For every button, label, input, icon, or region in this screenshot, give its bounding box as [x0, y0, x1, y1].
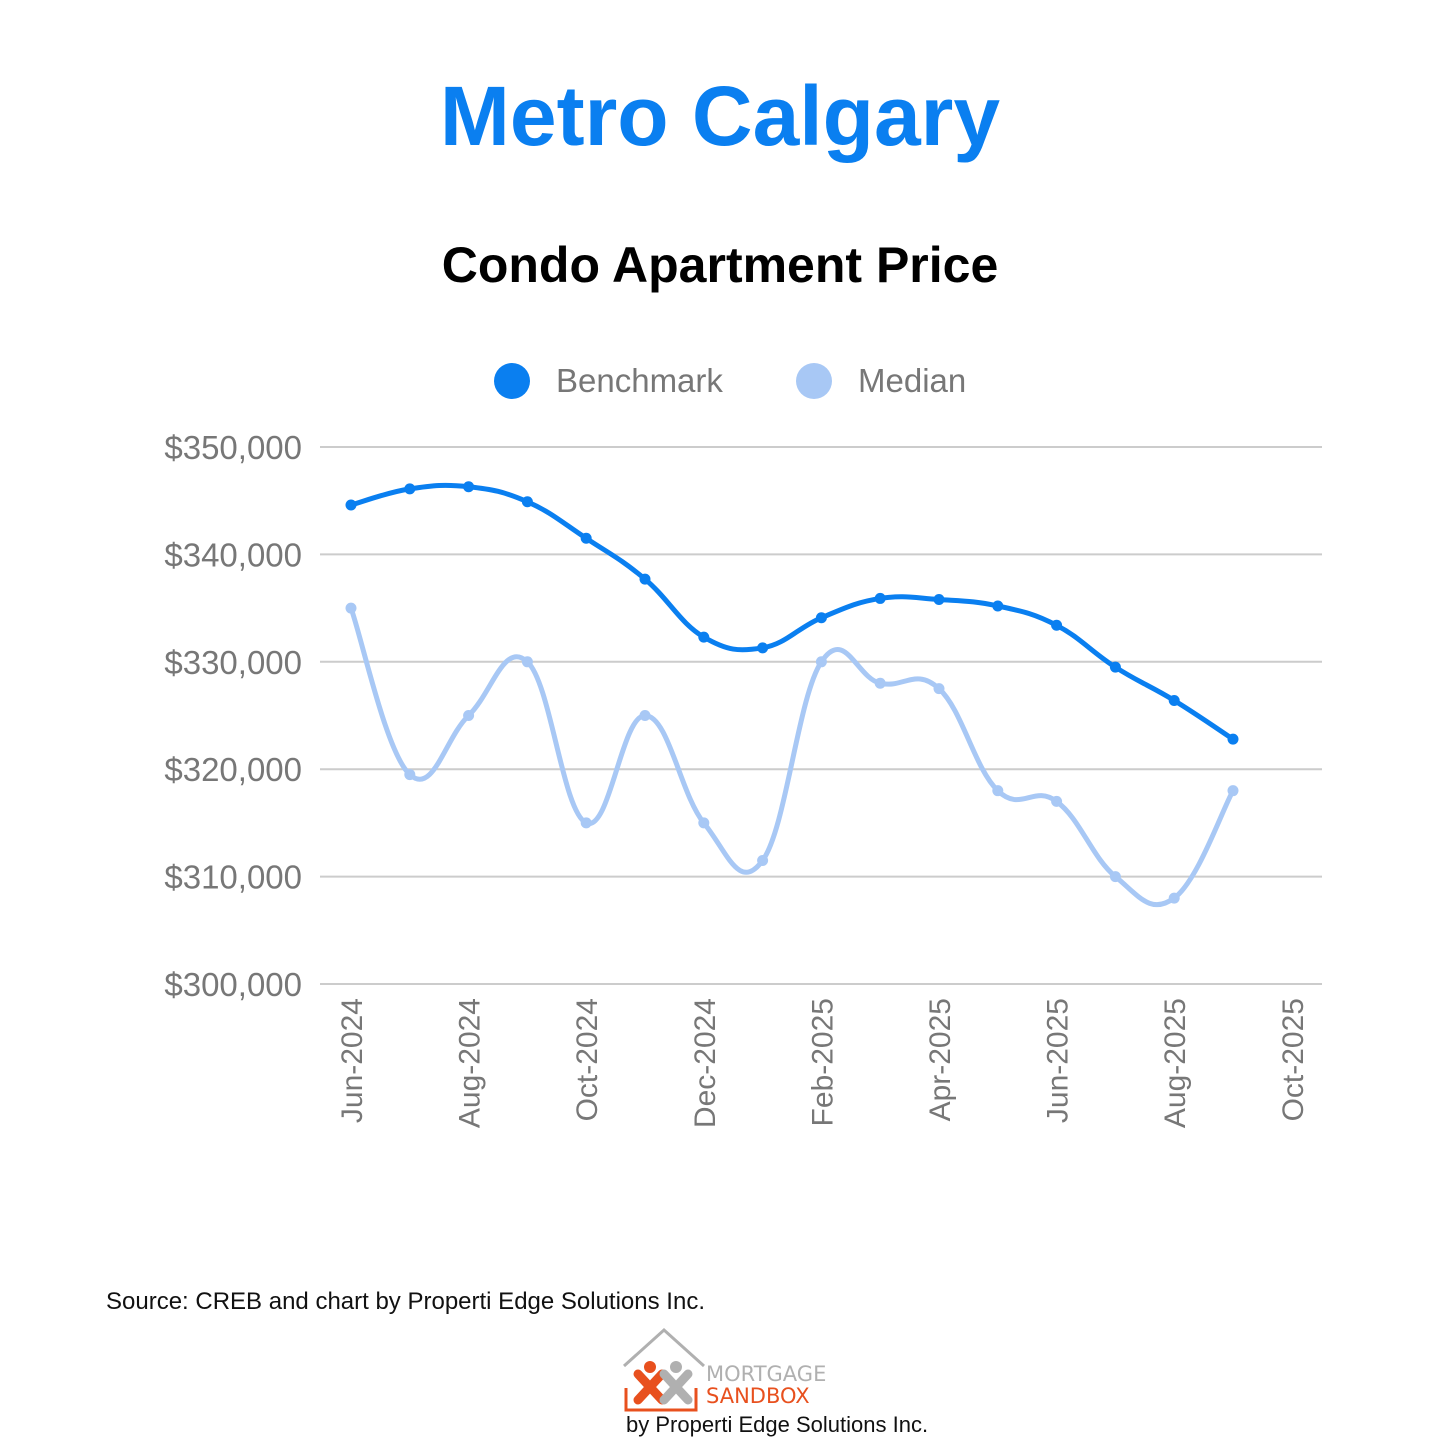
- x-tick-label: Oct-2024: [571, 998, 604, 1121]
- benchmark-point: [345, 499, 357, 511]
- source-note: Source: CREB and chart by Properti Edge …: [106, 1288, 705, 1315]
- median-point: [345, 602, 357, 614]
- median-point: [639, 710, 651, 721]
- x-tick-label: Feb-2025: [806, 998, 839, 1126]
- x-tick-label: Jun-2024: [336, 998, 369, 1123]
- mortgage-sandbox-logo: MORTGAGE SANDBOX by Properti Edge Soluti…: [620, 1326, 928, 1438]
- benchmark-point: [1109, 661, 1121, 673]
- median-point: [404, 769, 416, 781]
- x-tick-label: Dec-2024: [689, 998, 722, 1128]
- median-point: [1051, 795, 1063, 807]
- benchmark-point: [933, 594, 945, 606]
- logo-byline: by Properti Edge Solutions Inc.: [626, 1412, 929, 1437]
- benchmark-point: [992, 600, 1004, 612]
- x-tick-label: Aug-2024: [454, 998, 487, 1128]
- y-tick-label: $320,000: [164, 751, 302, 788]
- legend-median-label: Median: [858, 362, 966, 399]
- median-point: [815, 656, 827, 668]
- benchmark-point: [757, 642, 769, 654]
- chart-legend: Benchmark Median: [494, 362, 966, 399]
- benchmark-point: [463, 481, 475, 493]
- median-point: [698, 817, 710, 829]
- x-tick-label: Aug-2025: [1159, 998, 1192, 1128]
- median-point: [580, 817, 592, 829]
- median-point: [463, 710, 475, 721]
- benchmark-point: [1168, 694, 1180, 706]
- median-series-line: [348, 605, 1236, 908]
- benchmark-point: [580, 532, 592, 544]
- median-point: [1227, 785, 1239, 797]
- median-point: [992, 785, 1004, 797]
- benchmark-point: [639, 573, 651, 585]
- median-point: [933, 683, 945, 695]
- legend-median-marker: [796, 363, 832, 399]
- benchmark-point: [1051, 619, 1063, 631]
- y-tick-label: $350,000: [164, 429, 302, 466]
- benchmark-point: [698, 631, 710, 643]
- chart-subtitle: Condo Apartment Price: [441, 237, 999, 293]
- y-tick-label: $330,000: [164, 644, 302, 681]
- series-lines: [345, 481, 1239, 908]
- y-tick-label: $340,000: [164, 536, 302, 573]
- logo-word-sandbox: SANDBOX: [706, 1384, 810, 1408]
- benchmark-point: [521, 496, 533, 508]
- median-point: [874, 677, 886, 689]
- y-axis-ticks: $350,000 $340,000 $330,000 $320,000 $310,000…: [164, 429, 302, 1003]
- median-point: [1168, 892, 1180, 904]
- benchmark-series-line: [348, 482, 1236, 742]
- logo-word-mortgage: MORTGAGE: [706, 1362, 827, 1386]
- benchmark-point: [404, 483, 416, 495]
- x-tick-label: Jun-2025: [1042, 998, 1075, 1123]
- median-point: [521, 656, 533, 668]
- benchmark-point: [1227, 733, 1239, 745]
- x-tick-label: Apr-2025: [924, 998, 957, 1121]
- main-title: Metro Calgary: [439, 69, 1001, 163]
- house-logo-icon: [622, 1327, 706, 1412]
- x-axis-ticks: Jun-2024 Aug-2024 Oct-2024 Dec-2024 Feb-2025…: [336, 998, 1310, 1128]
- x-tick-label: Oct-2025: [1277, 998, 1310, 1121]
- median-point: [1109, 871, 1121, 883]
- benchmark-point: [874, 592, 886, 604]
- legend-benchmark-marker: [494, 363, 530, 399]
- y-tick-label: $310,000: [164, 859, 302, 896]
- benchmark-point: [815, 612, 827, 624]
- y-tick-label: $300,000: [164, 966, 302, 1003]
- legend-benchmark-label: Benchmark: [556, 362, 723, 399]
- median-point: [757, 854, 769, 866]
